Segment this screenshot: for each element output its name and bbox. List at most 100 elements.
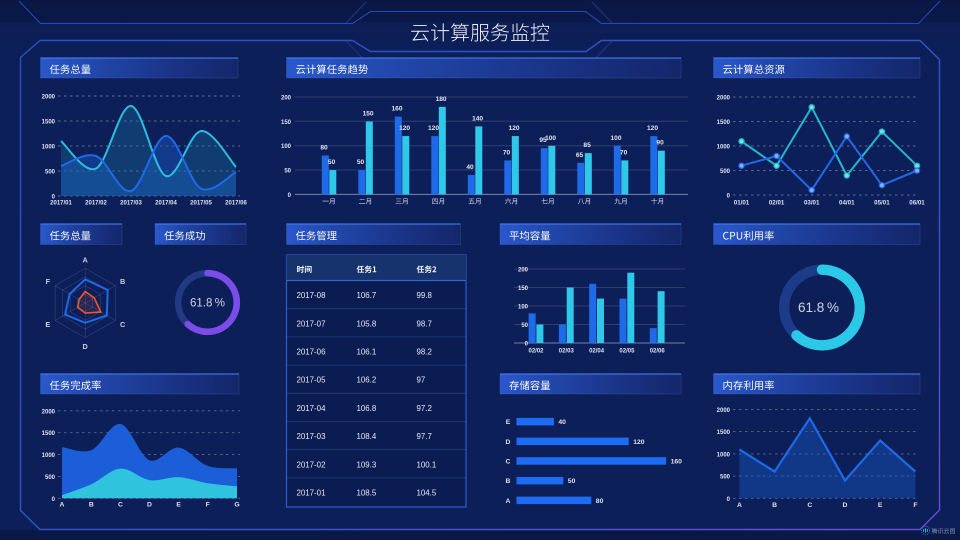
svg-text:1500: 1500 bbox=[42, 120, 56, 126]
svg-text:200: 200 bbox=[518, 268, 529, 274]
svg-text:150: 150 bbox=[281, 120, 292, 126]
svg-text:2017/01: 2017/01 bbox=[50, 201, 72, 207]
svg-text:0: 0 bbox=[727, 194, 731, 200]
svg-text:180: 180 bbox=[436, 96, 447, 103]
svg-text:100: 100 bbox=[281, 144, 292, 150]
svg-text:02/03: 02/03 bbox=[559, 349, 575, 355]
svg-text:02/04: 02/04 bbox=[589, 349, 605, 355]
svg-text:1500: 1500 bbox=[717, 430, 731, 436]
svg-text:2000: 2000 bbox=[42, 409, 56, 415]
svg-text:1500: 1500 bbox=[42, 431, 56, 437]
svg-text:160: 160 bbox=[671, 459, 683, 466]
svg-text:0: 0 bbox=[727, 497, 731, 503]
svg-text:D: D bbox=[147, 502, 152, 509]
svg-text:106.8: 106.8 bbox=[357, 404, 377, 413]
svg-text:2017-02: 2017-02 bbox=[297, 460, 326, 469]
svg-text:B: B bbox=[506, 478, 511, 485]
svg-text:F: F bbox=[46, 277, 51, 286]
svg-text:1000: 1000 bbox=[717, 145, 731, 151]
svg-text:95: 95 bbox=[539, 137, 547, 144]
svg-text:0: 0 bbox=[52, 195, 56, 201]
svg-text:A: A bbox=[737, 502, 742, 509]
svg-text:F: F bbox=[206, 502, 210, 509]
svg-text:2017-07: 2017-07 bbox=[297, 319, 326, 328]
svg-text:B: B bbox=[772, 502, 777, 509]
svg-text:97.7: 97.7 bbox=[417, 432, 432, 441]
svg-text:106.7: 106.7 bbox=[357, 291, 377, 300]
svg-text:40: 40 bbox=[466, 164, 474, 171]
svg-text:2017-05: 2017-05 bbox=[297, 376, 327, 385]
svg-text:2017/04: 2017/04 bbox=[155, 201, 177, 207]
svg-text:02/05: 02/05 bbox=[619, 349, 635, 355]
svg-text:160: 160 bbox=[391, 106, 402, 113]
svg-text:98.2: 98.2 bbox=[417, 348, 432, 357]
svg-text:D: D bbox=[83, 342, 88, 351]
svg-text:200: 200 bbox=[281, 96, 292, 102]
svg-text:108.4: 108.4 bbox=[357, 432, 377, 441]
svg-text:50: 50 bbox=[521, 323, 528, 329]
svg-text:2017-04: 2017-04 bbox=[297, 404, 327, 413]
svg-text:D: D bbox=[843, 502, 848, 509]
svg-text:2017-08: 2017-08 bbox=[297, 291, 327, 300]
svg-text:03/01: 03/01 bbox=[804, 200, 820, 207]
svg-text:50: 50 bbox=[284, 169, 291, 175]
svg-text:500: 500 bbox=[45, 170, 56, 176]
svg-text:500: 500 bbox=[720, 169, 731, 175]
svg-text:C: C bbox=[807, 502, 812, 509]
svg-text:150: 150 bbox=[518, 286, 529, 292]
svg-text:104.5: 104.5 bbox=[417, 489, 437, 498]
svg-text:120: 120 bbox=[399, 125, 410, 132]
svg-text:100: 100 bbox=[545, 135, 556, 142]
svg-text:98.7: 98.7 bbox=[417, 319, 432, 328]
svg-text:120: 120 bbox=[428, 125, 439, 132]
svg-text:04/01: 04/01 bbox=[839, 200, 855, 207]
svg-text:2000: 2000 bbox=[717, 96, 731, 102]
svg-text:120: 120 bbox=[647, 125, 658, 132]
svg-text:C: C bbox=[118, 502, 123, 509]
svg-text:106.1: 106.1 bbox=[357, 348, 377, 357]
svg-text:80: 80 bbox=[596, 498, 604, 505]
svg-text:E: E bbox=[45, 320, 50, 329]
svg-text:E: E bbox=[176, 502, 181, 509]
svg-text:109.3: 109.3 bbox=[357, 460, 377, 469]
svg-text:50: 50 bbox=[357, 159, 365, 166]
svg-text:2000: 2000 bbox=[717, 408, 731, 414]
svg-text:E: E bbox=[506, 419, 511, 426]
svg-text:120: 120 bbox=[509, 125, 520, 132]
svg-text:108.5: 108.5 bbox=[357, 489, 377, 498]
svg-text:G: G bbox=[234, 502, 239, 509]
svg-text:1500: 1500 bbox=[717, 120, 731, 126]
svg-text:B: B bbox=[120, 277, 125, 286]
svg-text:70: 70 bbox=[620, 149, 628, 156]
svg-text:70: 70 bbox=[503, 149, 511, 156]
svg-text:0: 0 bbox=[525, 342, 529, 348]
svg-text:2017-06: 2017-06 bbox=[297, 348, 327, 357]
svg-text:61.8 %: 61.8 % bbox=[798, 300, 839, 315]
svg-text:2017-03: 2017-03 bbox=[297, 432, 327, 441]
svg-text:0: 0 bbox=[52, 497, 56, 503]
svg-text:97: 97 bbox=[417, 376, 426, 385]
svg-text:C: C bbox=[506, 459, 511, 466]
svg-text:50: 50 bbox=[328, 159, 336, 166]
svg-text:85: 85 bbox=[583, 142, 591, 149]
svg-text:02/01: 02/01 bbox=[769, 200, 785, 207]
svg-text:97.2: 97.2 bbox=[417, 404, 432, 413]
svg-text:150: 150 bbox=[363, 111, 374, 118]
svg-text:100.1: 100.1 bbox=[417, 460, 437, 469]
svg-text:105.8: 105.8 bbox=[357, 319, 377, 328]
svg-text:02/02: 02/02 bbox=[528, 349, 544, 355]
svg-text:99.8: 99.8 bbox=[417, 291, 433, 300]
svg-text:106.2: 106.2 bbox=[357, 376, 377, 385]
svg-text:E: E bbox=[878, 502, 883, 509]
svg-text:120: 120 bbox=[633, 439, 645, 446]
svg-text:500: 500 bbox=[45, 475, 56, 481]
svg-text:01/01: 01/01 bbox=[734, 200, 750, 207]
svg-text:F: F bbox=[913, 502, 917, 509]
svg-text:2017/03: 2017/03 bbox=[120, 201, 142, 207]
svg-text:A: A bbox=[83, 255, 89, 264]
svg-text:100: 100 bbox=[518, 305, 529, 311]
svg-text:D: D bbox=[506, 439, 511, 446]
svg-text:1000: 1000 bbox=[42, 145, 56, 151]
svg-text:140: 140 bbox=[472, 115, 483, 122]
svg-text:50: 50 bbox=[568, 478, 576, 485]
